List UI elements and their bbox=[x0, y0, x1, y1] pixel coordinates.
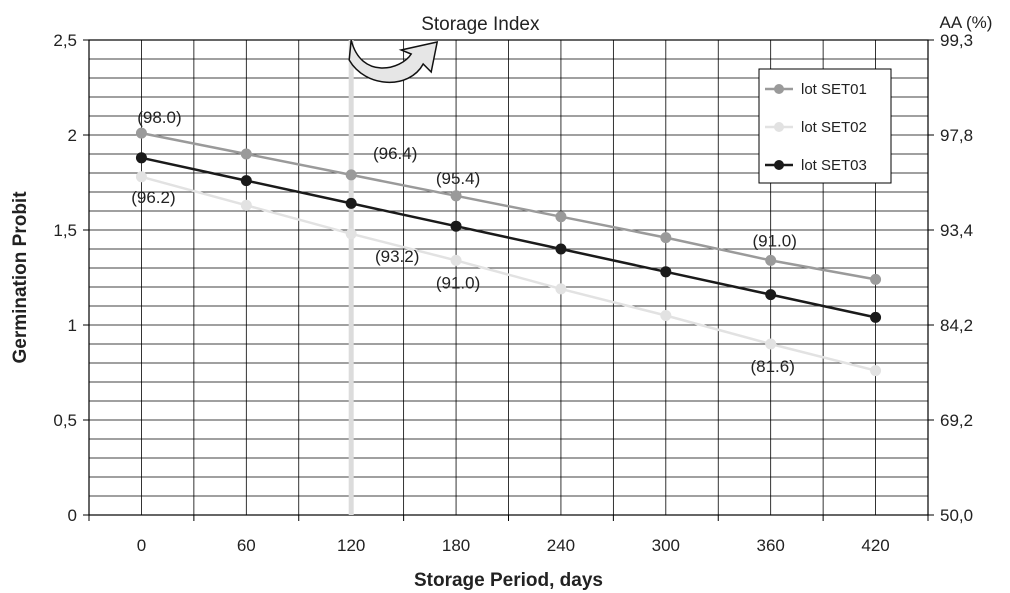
y-tick-label: 0 bbox=[68, 506, 77, 525]
data-point bbox=[765, 254, 777, 266]
series-1 bbox=[135, 127, 882, 285]
y-tick-label: 1 bbox=[68, 316, 77, 335]
axis-layer: 0 0,5 1 1,5 2 2,5 50,0 69,2 84,2 93,4 97,8 99,3 0 60 1… bbox=[53, 31, 973, 555]
data-point bbox=[765, 338, 777, 350]
data-point bbox=[660, 232, 672, 244]
data-point bbox=[345, 197, 357, 209]
data-point bbox=[555, 211, 567, 223]
data-point bbox=[660, 266, 672, 278]
series-line bbox=[141, 131, 876, 281]
data-annotation: (95.4) bbox=[436, 169, 480, 188]
data-point bbox=[240, 175, 252, 187]
y2-tick-label: 50,0 bbox=[940, 506, 973, 525]
annotation-layer: (98.0) (96.2) (96.4) (93.2) (95.4) (91.0) (91.… bbox=[131, 108, 797, 376]
data-point bbox=[555, 283, 567, 295]
y2-tick-label: 93,4 bbox=[940, 221, 973, 240]
legend: lot SET01 lot SET02 lot SET03 bbox=[758, 68, 892, 184]
x-tick-label: 180 bbox=[442, 536, 470, 555]
legend-swatch-marker bbox=[774, 160, 784, 170]
y-axis-title: Germination Probit bbox=[10, 191, 31, 364]
storage-index-layer: Storage Index bbox=[348, 14, 540, 515]
data-point bbox=[240, 148, 252, 160]
y-tick-label: 1,5 bbox=[53, 221, 77, 240]
data-annotation: (96.4) bbox=[373, 144, 417, 163]
y2-tick-label: 84,2 bbox=[940, 316, 973, 335]
data-point bbox=[135, 127, 147, 139]
data-annotation: (91.0) bbox=[752, 231, 796, 250]
series-layer bbox=[135, 127, 882, 377]
data-annotation: (81.6) bbox=[750, 357, 794, 376]
legend-item: lot SET03 bbox=[765, 157, 867, 174]
legend-label: lot SET02 bbox=[801, 119, 867, 136]
data-point bbox=[450, 190, 462, 202]
x-tick-label: 0 bbox=[137, 536, 146, 555]
y2-tick-label: 69,2 bbox=[940, 411, 973, 430]
data-point bbox=[870, 365, 882, 377]
data-annotation: (96.2) bbox=[131, 188, 175, 207]
y-tick-label: 2 bbox=[68, 126, 77, 145]
y2-tick-label: 97,8 bbox=[940, 126, 973, 145]
x-tick-label: 240 bbox=[547, 536, 575, 555]
right-axis-title: AA (%) bbox=[940, 13, 993, 32]
data-annotation: (98.0) bbox=[137, 108, 181, 127]
legend-item: lot SET02 bbox=[765, 119, 867, 136]
series-3 bbox=[135, 152, 882, 323]
data-annotation: (93.2) bbox=[375, 247, 419, 266]
data-point bbox=[135, 171, 147, 183]
x-tick-label: 60 bbox=[237, 536, 256, 555]
data-point bbox=[870, 273, 882, 285]
series-2 bbox=[135, 171, 882, 377]
data-point bbox=[450, 220, 462, 232]
y-tick-label: 0,5 bbox=[53, 411, 77, 430]
data-point bbox=[240, 199, 252, 211]
series-line bbox=[141, 156, 876, 319]
data-point bbox=[660, 310, 672, 321]
data-point bbox=[345, 228, 357, 240]
series-line bbox=[141, 175, 876, 372]
legend-label: lot SET01 bbox=[801, 81, 867, 98]
data-point bbox=[870, 311, 882, 323]
data-point bbox=[450, 254, 462, 266]
x-tick-label: 300 bbox=[652, 536, 680, 555]
storage-index-arrow-icon bbox=[348, 39, 439, 84]
legend-swatch-marker bbox=[774, 122, 784, 132]
legend-swatch-marker bbox=[774, 84, 784, 94]
legend-item: lot SET01 bbox=[765, 81, 867, 98]
x-tick-label: 360 bbox=[757, 536, 785, 555]
data-annotation: (91.0) bbox=[436, 273, 480, 292]
data-point bbox=[345, 169, 357, 181]
x-tick-label: 420 bbox=[861, 536, 889, 555]
y-tick-label: 2,5 bbox=[53, 31, 77, 50]
data-point bbox=[765, 289, 777, 301]
data-point bbox=[555, 243, 567, 255]
data-point bbox=[135, 152, 147, 164]
x-axis-title: Storage Period, days bbox=[414, 570, 603, 591]
storage-index-label: Storage Index bbox=[421, 14, 540, 35]
legend-label: lot SET03 bbox=[801, 157, 867, 174]
y2-tick-label: 99,3 bbox=[940, 31, 973, 50]
x-tick-label: 120 bbox=[337, 536, 365, 555]
